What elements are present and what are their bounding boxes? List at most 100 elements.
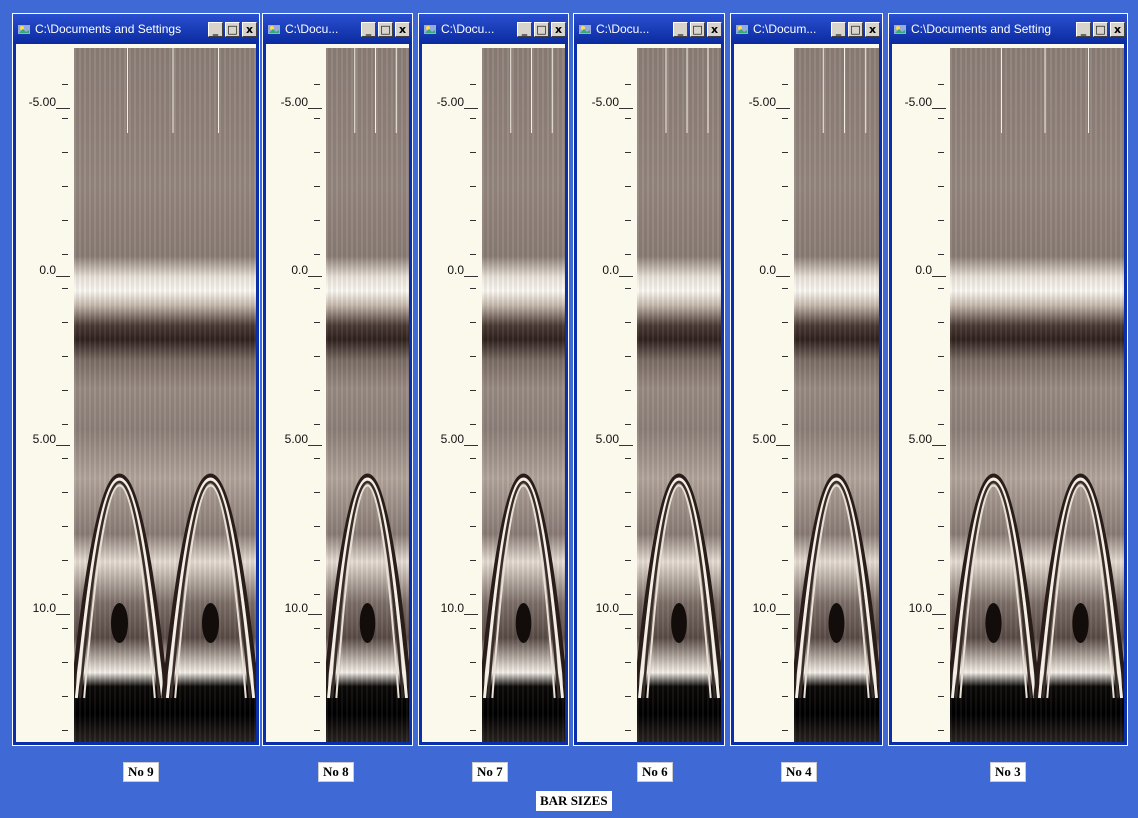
- scale-tick: [938, 322, 944, 323]
- reflection-curve: [83, 484, 156, 699]
- close-button[interactable]: x: [551, 21, 566, 37]
- maximize-button[interactable]: □: [848, 21, 863, 37]
- minimize-button[interactable]: _: [517, 21, 532, 37]
- title-bar[interactable]: C:\Documents and Setting _ □ x: [889, 14, 1127, 44]
- scale-tick: [625, 594, 631, 595]
- radar-window-4[interactable]: C:\Docu... _ □ x -5.00 0.0 5.00 10.0: [573, 13, 725, 746]
- scale-tick: [625, 492, 631, 493]
- scale-tick: [782, 492, 788, 493]
- scale-tick: [938, 662, 944, 663]
- scale-tick: [62, 220, 68, 221]
- scale-tick: [470, 526, 476, 527]
- scale-tick: [938, 254, 944, 255]
- scale-tick: [782, 186, 788, 187]
- scale-tick: [314, 152, 320, 153]
- scale-tick: [625, 220, 631, 221]
- radar-window-1[interactable]: C:\Documents and Settings _ □ x -5.00 0.0…: [12, 13, 260, 746]
- scale-tick: [314, 356, 320, 357]
- scale-tick: [314, 220, 320, 221]
- scale-tick: [470, 288, 476, 289]
- radar-window-2[interactable]: C:\Docu... _ □ x -5.00 0.0 5.00 10.0: [262, 13, 413, 746]
- app-icon: [579, 25, 591, 34]
- reflection-curve: [803, 484, 870, 699]
- radar-window-3[interactable]: C:\Docu... _ □ x -5.00 0.0 5.00 10.0: [418, 13, 569, 746]
- scale-tick: [938, 356, 944, 357]
- title-bar[interactable]: C:\Docu... _ □ x: [263, 14, 412, 44]
- minimize-button[interactable]: _: [673, 21, 688, 37]
- minimize-button[interactable]: _: [208, 21, 223, 37]
- title-bar[interactable]: C:\Docum... _ □ x: [731, 14, 882, 44]
- maximize-button[interactable]: □: [1093, 21, 1108, 37]
- depth-scale: -5.00 0.0 5.00 10.0: [16, 44, 74, 742]
- bar-size-label: No 7: [472, 762, 508, 782]
- title-bar[interactable]: C:\Docu... _ □ x: [419, 14, 568, 44]
- reflection-curve: [482, 473, 565, 699]
- scale-label: 0.0: [759, 263, 776, 277]
- scale-tick: [314, 628, 320, 629]
- scale-label: 5.00: [32, 432, 56, 446]
- scale-major-tick: [56, 276, 70, 277]
- maximize-button[interactable]: □: [534, 21, 549, 37]
- app-icon: [424, 25, 436, 34]
- maximize-button[interactable]: □: [378, 21, 393, 37]
- scale-tick: [625, 118, 631, 119]
- close-button[interactable]: x: [1110, 21, 1125, 37]
- scale-tick: [782, 662, 788, 663]
- scale-tick: [62, 594, 68, 595]
- scale-major-tick: [308, 614, 322, 615]
- scale-major-tick: [619, 445, 633, 446]
- scale-major-tick: [464, 276, 478, 277]
- scale-tick: [470, 84, 476, 85]
- scale-major-tick: [308, 276, 322, 277]
- minimize-button[interactable]: _: [361, 21, 376, 37]
- scale-tick: [314, 322, 320, 323]
- scale-tick: [314, 424, 320, 425]
- window-content: -5.00 0.0 5.00 10.0: [16, 44, 256, 742]
- scale-tick: [938, 458, 944, 459]
- scale-tick: [625, 424, 631, 425]
- scale-label: -5.00: [280, 95, 308, 109]
- reflection-curve: [954, 481, 1033, 699]
- reflection-core: [1072, 603, 1089, 643]
- scale-tick: [62, 628, 68, 629]
- scale-tick: [782, 628, 788, 629]
- scale-label: 10.0: [32, 601, 56, 615]
- minimize-button[interactable]: _: [831, 21, 846, 37]
- radar-window-6[interactable]: C:\Documents and Setting _ □ x -5.00 0.0 5…: [888, 13, 1128, 746]
- scale-tick: [782, 424, 788, 425]
- reflection-hyperbolas: [74, 48, 256, 699]
- close-button[interactable]: x: [242, 21, 257, 37]
- scale-tick: [314, 84, 320, 85]
- close-button[interactable]: x: [395, 21, 410, 37]
- scale-tick: [62, 152, 68, 153]
- reflection-hyperbolas: [482, 48, 565, 699]
- scale-label: 10.0: [595, 601, 619, 615]
- reflection-curve: [950, 477, 1037, 699]
- scale-major-tick: [619, 614, 633, 615]
- radar-profile: [637, 48, 721, 742]
- scale-major-tick: [464, 445, 478, 446]
- scale-major-tick: [776, 614, 790, 615]
- minimize-button[interactable]: _: [1076, 21, 1091, 37]
- scale-label: 10.0: [284, 601, 308, 615]
- reflection-hyperbolas: [950, 48, 1124, 699]
- radar-window-5[interactable]: C:\Docum... _ □ x -5.00 0.0 5.00 10.0: [730, 13, 883, 746]
- maximize-button[interactable]: □: [225, 21, 240, 37]
- scale-major-tick: [619, 276, 633, 277]
- figure-caption: BAR SIZES: [536, 791, 612, 811]
- reflection-curve: [491, 484, 556, 699]
- title-bar[interactable]: C:\Documents and Settings _ □ x: [13, 14, 259, 44]
- maximize-button[interactable]: □: [690, 21, 705, 37]
- close-button[interactable]: x: [865, 21, 880, 37]
- scale-tick: [62, 186, 68, 187]
- scale-tick: [782, 254, 788, 255]
- scale-tick: [782, 84, 788, 85]
- scale-tick: [62, 696, 68, 697]
- scale-label: 5.00: [908, 432, 932, 446]
- scale-tick: [314, 526, 320, 527]
- close-button[interactable]: x: [707, 21, 722, 37]
- title-bar[interactable]: C:\Docu... _ □ x: [574, 14, 724, 44]
- scale-tick: [470, 152, 476, 153]
- reflection-curve: [959, 484, 1028, 699]
- depth-scale: -5.00 0.0 5.00 10.0: [577, 44, 637, 742]
